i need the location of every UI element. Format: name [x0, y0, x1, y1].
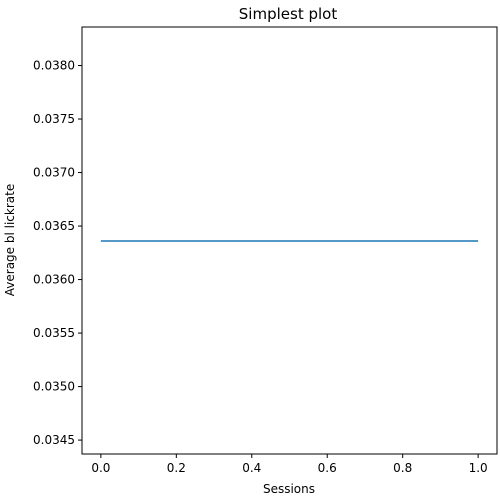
y-axis: 0.0345 0.0350 0.0355 0.0360 0.0365 0.0370 0.03… [33, 59, 82, 447]
y-tick-label: 0.0350 [33, 380, 75, 394]
y-axis-label: Average bl lickrate [3, 184, 17, 296]
y-tick-label: 0.0375 [33, 112, 75, 126]
x-axis: 0.0 0.2 0.4 0.6 0.8 1.0 [91, 454, 488, 475]
y-tick-label: 0.0380 [33, 59, 75, 73]
y-tick-label: 0.0360 [33, 273, 75, 287]
x-tick-label: 0.4 [242, 461, 261, 475]
y-tick-label: 0.0365 [33, 219, 75, 233]
y-tick-label: 0.0370 [33, 166, 75, 180]
x-tick-label: 1.0 [469, 461, 488, 475]
x-tick-label: 0.2 [167, 461, 186, 475]
y-tick-label: 0.0345 [33, 433, 75, 447]
x-axis-label: Sessions [263, 482, 315, 496]
plot-area [81, 26, 498, 455]
x-tick-label: 0.6 [318, 461, 337, 475]
y-tick-label: 0.0355 [33, 326, 75, 340]
chart-title: Simplest plot [239, 5, 338, 23]
x-tick-label: 0.0 [91, 461, 110, 475]
x-tick-label: 0.8 [393, 461, 412, 475]
